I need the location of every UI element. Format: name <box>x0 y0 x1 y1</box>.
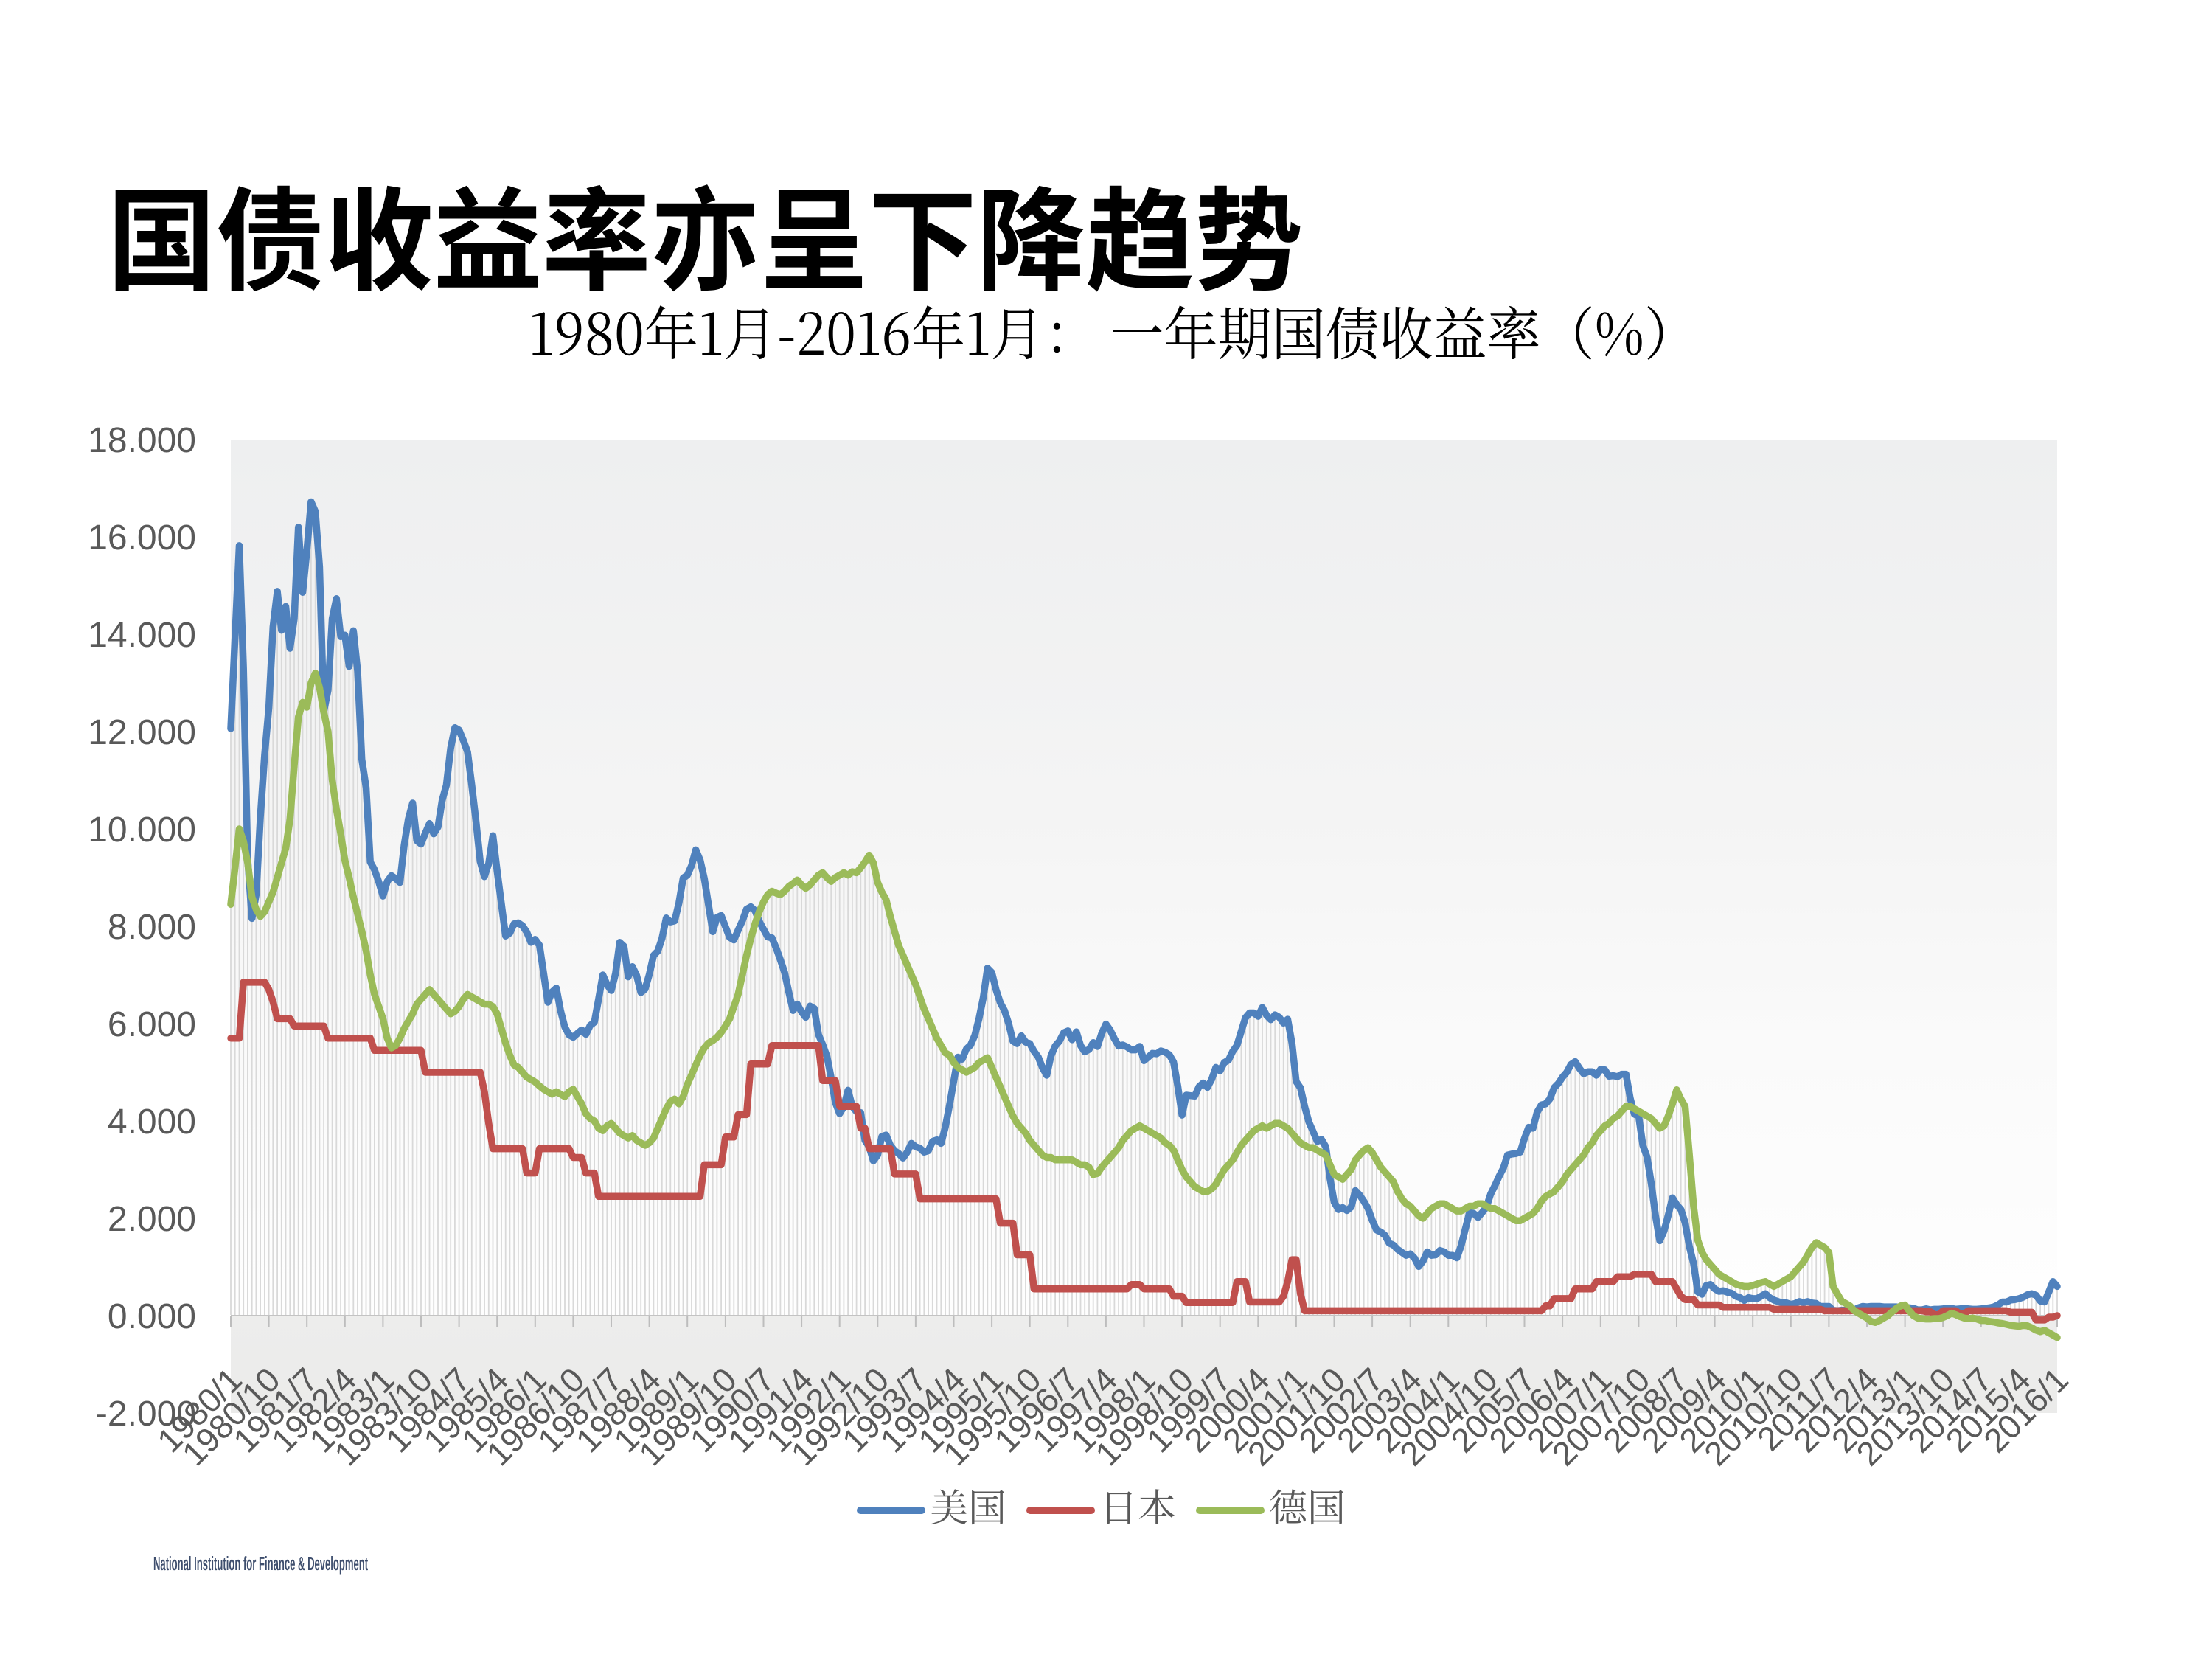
svg-text:10.000: 10.000 <box>88 810 196 850</box>
svg-text:2.000: 2.000 <box>108 1200 196 1239</box>
svg-text:18.000: 18.000 <box>88 421 196 460</box>
svg-text:16.000: 16.000 <box>88 518 196 558</box>
svg-text:0.000: 0.000 <box>108 1297 196 1336</box>
svg-text:6.000: 6.000 <box>108 1005 196 1044</box>
svg-text:8.000: 8.000 <box>108 908 196 947</box>
svg-text:-2.000: -2.000 <box>96 1395 196 1434</box>
svg-text:12.000: 12.000 <box>88 713 196 752</box>
svg-text:14.000: 14.000 <box>88 616 196 655</box>
svg-text:National Institution for Finan: National Institution for Finance & Devel… <box>153 1553 368 1575</box>
svg-text:4.000: 4.000 <box>108 1103 196 1142</box>
